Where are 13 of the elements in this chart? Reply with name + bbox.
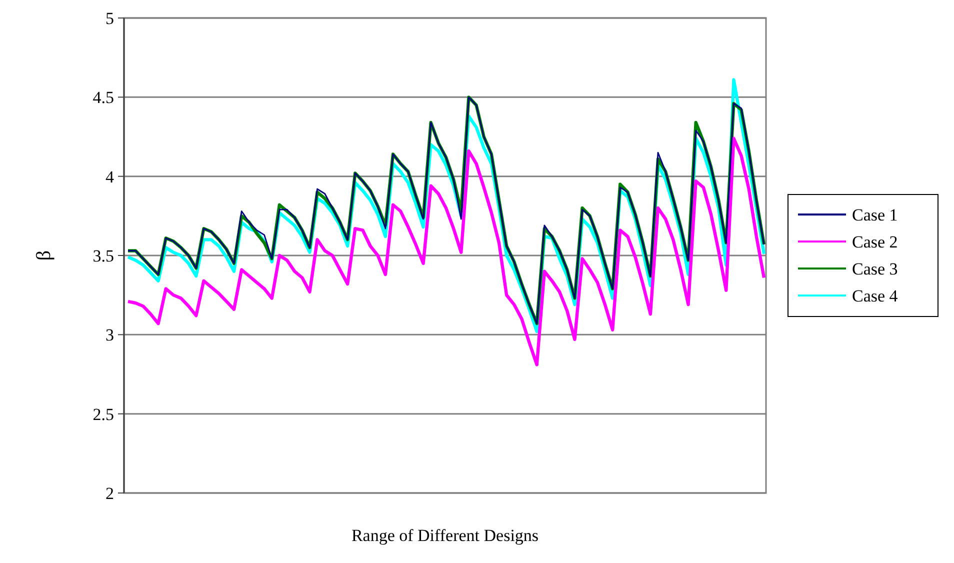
y-axis-title: β (33, 250, 55, 261)
y-tick-label: 2 (106, 484, 114, 503)
y-tick-label: 4 (106, 167, 114, 186)
y-tick-label: 4.5 (92, 88, 114, 108)
legend-label: Case 2 (852, 232, 898, 252)
legend-label: Case 3 (852, 259, 898, 278)
y-tick-label: 3 (106, 326, 114, 345)
legend-label: Case 1 (852, 205, 898, 224)
y-tick-label: 3.5 (92, 246, 114, 266)
legend-label: Case 4 (852, 286, 898, 306)
x-axis-title: Range of Different Designs (351, 526, 539, 545)
y-tick-label: 2.5 (92, 404, 114, 424)
y-tick-label: 5 (106, 8, 114, 28)
